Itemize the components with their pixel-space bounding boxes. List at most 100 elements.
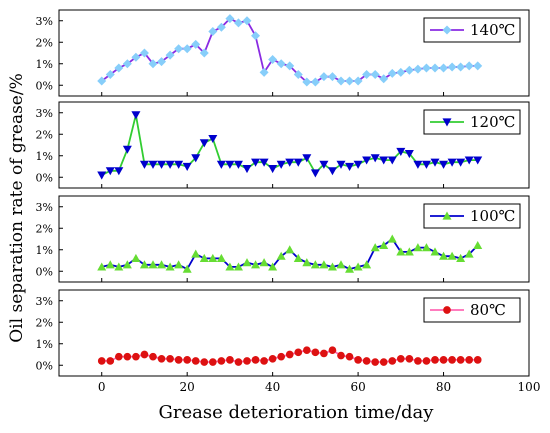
data-point bbox=[362, 260, 372, 269]
data-point bbox=[362, 70, 372, 79]
data-point bbox=[405, 354, 414, 363]
data-point bbox=[413, 160, 423, 169]
x-axis-label: Grease deterioration time/day bbox=[159, 402, 435, 423]
y-tick-label: 2% bbox=[36, 128, 53, 141]
panel-2: 0% 1% 2% 3% 100℃ bbox=[36, 195, 530, 283]
data-point bbox=[439, 63, 449, 73]
data-point bbox=[157, 57, 167, 67]
data-point bbox=[327, 72, 337, 82]
data-point bbox=[191, 249, 201, 258]
data-point bbox=[208, 27, 218, 36]
data-point bbox=[105, 260, 115, 269]
data-point bbox=[105, 70, 115, 79]
data-point bbox=[396, 247, 406, 256]
data-point bbox=[174, 260, 184, 269]
data-point bbox=[132, 352, 140, 361]
data-point bbox=[165, 160, 175, 169]
data-point bbox=[456, 253, 466, 262]
data-point bbox=[327, 167, 337, 176]
data-point bbox=[310, 169, 320, 178]
data-point bbox=[387, 234, 397, 243]
data-point bbox=[370, 70, 380, 79]
data-point bbox=[182, 162, 192, 171]
data-point bbox=[447, 251, 457, 260]
data-point bbox=[182, 44, 192, 54]
x-tick-label: 20 bbox=[180, 380, 195, 394]
x-tick-label: 100 bbox=[518, 380, 541, 394]
data-point bbox=[448, 356, 456, 364]
data-point bbox=[191, 154, 201, 163]
data-point bbox=[345, 352, 354, 361]
x-tick-label: 0 bbox=[98, 380, 106, 394]
data-point bbox=[456, 356, 465, 364]
data-point bbox=[251, 158, 261, 167]
data-point bbox=[105, 167, 115, 176]
data-point bbox=[106, 357, 115, 365]
data-point bbox=[216, 253, 226, 262]
data-point bbox=[370, 243, 380, 252]
data-point bbox=[97, 357, 106, 365]
data-point bbox=[233, 160, 243, 169]
data-point bbox=[276, 59, 286, 69]
legend-label: 140℃ bbox=[470, 21, 515, 39]
data-point bbox=[422, 357, 431, 365]
data-point bbox=[217, 357, 226, 365]
data-point bbox=[447, 158, 457, 167]
data-point bbox=[379, 358, 388, 366]
data-point bbox=[396, 67, 406, 77]
data-point bbox=[242, 258, 252, 267]
y-tick-label: 2% bbox=[36, 316, 53, 329]
data-point bbox=[421, 243, 431, 252]
data-point bbox=[208, 358, 217, 366]
x-tick-label: 60 bbox=[350, 380, 365, 394]
data-point bbox=[439, 160, 449, 169]
data-point bbox=[260, 357, 268, 365]
data-point bbox=[302, 154, 312, 163]
data-point bbox=[439, 251, 449, 260]
data-point bbox=[208, 253, 218, 262]
data-point bbox=[199, 253, 209, 262]
data-point bbox=[251, 31, 261, 41]
data-point bbox=[268, 262, 278, 271]
legend-marker bbox=[442, 25, 452, 35]
data-point bbox=[353, 76, 363, 86]
panel-frame bbox=[58, 195, 530, 283]
data-point bbox=[157, 354, 166, 363]
data-point bbox=[200, 358, 209, 366]
data-point bbox=[353, 160, 363, 169]
legend-label: 100℃ bbox=[470, 207, 515, 225]
data-point bbox=[345, 76, 355, 86]
data-point bbox=[259, 158, 269, 167]
data-point bbox=[396, 354, 405, 363]
data-point bbox=[166, 354, 174, 363]
legend-marker bbox=[443, 306, 451, 314]
data-point bbox=[216, 160, 226, 169]
data-point bbox=[157, 160, 167, 169]
series-line bbox=[101, 237, 479, 271]
data-point bbox=[387, 156, 397, 165]
data-point bbox=[473, 356, 482, 364]
data-point bbox=[225, 160, 235, 169]
data-point bbox=[388, 357, 397, 365]
data-point bbox=[191, 39, 201, 49]
data-point bbox=[336, 260, 346, 269]
data-point bbox=[226, 356, 234, 364]
panel-frame bbox=[58, 289, 530, 377]
data-point bbox=[319, 160, 329, 169]
y-tick-label: 3% bbox=[36, 107, 53, 120]
data-point bbox=[182, 264, 192, 273]
data-point bbox=[268, 165, 278, 174]
panel-frame bbox=[58, 101, 530, 189]
data-point bbox=[131, 253, 141, 262]
data-point bbox=[122, 59, 132, 69]
y-tick-label: 3% bbox=[36, 201, 53, 214]
x-tick-label: 80 bbox=[436, 380, 451, 394]
data-point bbox=[276, 160, 286, 169]
y-tick-label: 1% bbox=[36, 58, 53, 71]
data-point bbox=[157, 260, 167, 269]
data-point bbox=[97, 262, 107, 271]
data-point bbox=[421, 160, 431, 169]
y-tick-label: 3% bbox=[36, 295, 53, 308]
data-point bbox=[319, 72, 329, 82]
y-tick-label: 1% bbox=[36, 150, 53, 163]
